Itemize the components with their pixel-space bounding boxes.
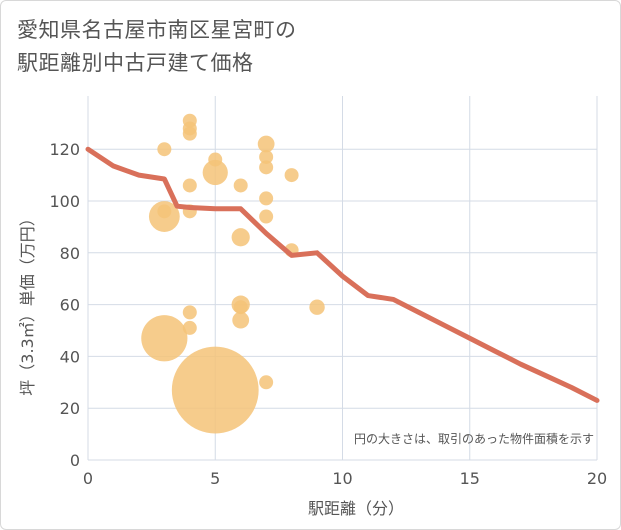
bubble-point-25 xyxy=(284,168,299,183)
bubble-point-24 xyxy=(259,375,274,390)
trend-line xyxy=(85,146,600,403)
bubble-point-27 xyxy=(309,299,325,315)
x-tick-label-0: 0 xyxy=(83,469,93,488)
bubble-point-19 xyxy=(257,135,275,153)
x-tick-label-15: 15 xyxy=(460,469,480,488)
x-tick-label-20: 20 xyxy=(587,469,607,488)
chart-title: 愛知県名古屋市南区星宮町の 駅距離別中古戸建て価格 xyxy=(17,14,437,80)
bubble-point-14 xyxy=(233,178,248,193)
y-tick-label-80: 80 xyxy=(60,244,80,263)
y-tick-label-20: 20 xyxy=(60,399,80,418)
bubble-point-23 xyxy=(259,209,274,224)
y-axis-label: 坪（3.3㎡）単価（万円） xyxy=(18,210,37,395)
bubble-point-3 xyxy=(141,315,188,362)
y-tick-label-120: 120 xyxy=(49,140,80,159)
trend-line-group xyxy=(85,146,600,403)
x-tick-label-10: 10 xyxy=(332,469,352,488)
bubble-point-10 xyxy=(182,320,197,335)
x-tick-label-5: 5 xyxy=(210,469,220,488)
bubble-point-7 xyxy=(182,178,197,193)
bubble-point-15 xyxy=(231,228,250,247)
x-axis-label: 駅距離（分） xyxy=(308,499,404,518)
bubble-point-18 xyxy=(232,311,250,329)
y-tick-labels: 0 20 40 60 80 100 120 xyxy=(49,140,80,470)
x-tick-labels: 0 5 10 15 20 xyxy=(83,469,607,488)
bubble-point-0 xyxy=(157,142,172,157)
bubble-point-12 xyxy=(202,159,228,186)
bubble-point-13 xyxy=(171,346,259,434)
y-tick-label-100: 100 xyxy=(49,192,80,211)
bubble-point-6 xyxy=(182,126,197,141)
chart-title-line-2: 駅距離別中古戸建て価格 xyxy=(17,51,254,75)
bubble-point-21 xyxy=(259,160,274,175)
y-tick-label-40: 40 xyxy=(60,347,80,366)
chart-title-line-1: 愛知県名古屋市南区星宮町の xyxy=(17,18,297,42)
bubble-point-9 xyxy=(182,305,197,320)
y-tick-label-60: 60 xyxy=(60,296,80,315)
bubble-point-22 xyxy=(259,191,274,206)
bubble-point-20 xyxy=(259,149,274,164)
bubble-point-2 xyxy=(148,201,180,232)
bubble-size-note: 円の大きさは、取引のあった物件面積を示す xyxy=(354,431,594,446)
bubble-series xyxy=(141,113,325,434)
bubble-point-17 xyxy=(233,300,248,315)
y-tick-label-0: 0 xyxy=(70,451,80,470)
